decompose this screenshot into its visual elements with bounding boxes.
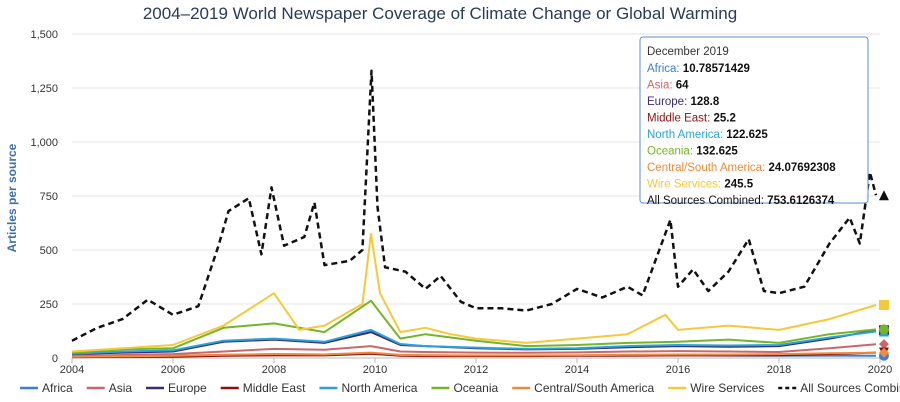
y-tick-label: 1,250: [30, 83, 58, 95]
tooltip-row-name: Wire Services:: [647, 179, 724, 191]
legend-label: Oceania: [453, 381, 498, 395]
tooltip-row-name: Middle East:: [647, 113, 713, 125]
x-tick-label: 2008: [262, 364, 286, 376]
legend-label: Middle East: [243, 381, 306, 395]
legend: Africa Asia Europe Middle East North America…: [20, 381, 900, 395]
tooltip-row-value: 753.6126374: [767, 195, 835, 207]
x-tick-label: 2020: [868, 364, 892, 376]
legend-item-north-america[interactable]: North America: [319, 381, 418, 395]
series-end-marker: [878, 324, 889, 335]
tooltip-row: Oceania: 132.625: [647, 146, 738, 158]
x-tick-label: 2006: [161, 364, 185, 376]
series-end-marker: [878, 339, 889, 350]
tooltip-row: Europe: 128.8: [647, 96, 720, 108]
y-tick-label: 250: [40, 299, 58, 311]
legend-item-europe[interactable]: Europe: [146, 381, 207, 395]
legend-label: North America: [341, 381, 417, 395]
tooltip-row: All Sources Combined: 753.6126374: [647, 195, 835, 207]
y-tick-label: 750: [40, 191, 58, 203]
y-tick-label: 500: [40, 245, 58, 257]
x-tick-label: 2012: [464, 364, 488, 376]
tooltip-row-value: 24.07692308: [768, 162, 836, 174]
tooltip-row-value: 64: [676, 80, 689, 92]
series-line-oceania: [71, 299, 877, 354]
tooltip-row: Central/South America: 24.07692308: [647, 162, 836, 174]
tooltip-row-name: Oceania:: [647, 146, 696, 158]
series-end-markers: [878, 190, 889, 361]
tooltip-row-value: 128.8: [690, 96, 719, 108]
y-tick-label: 0: [52, 353, 58, 365]
legend-label: Asia: [109, 381, 133, 395]
tooltip-row: Asia: 64: [647, 80, 689, 92]
tooltip-row-value: 10.78571429: [683, 63, 750, 75]
series-lines: [71, 69, 878, 359]
chart-title: 2004–2019 World Newspaper Coverage of Cl…: [143, 4, 737, 23]
legend-item-all-sources-combined[interactable]: All Sources Combined: [778, 381, 900, 395]
tooltip-row-name: Europe:: [647, 96, 690, 108]
legend-label: Central/South America: [534, 381, 654, 395]
y-axis-label: Articles per source: [5, 143, 19, 252]
series-end-marker: [878, 190, 889, 201]
x-tick-label: 2004: [60, 364, 84, 376]
series-line-wire-services: [71, 232, 877, 353]
legend-item-middle-east[interactable]: Middle East: [220, 381, 306, 395]
hover-tooltip: December 2019 Africa: 10.78571429 Asia: 64…: [639, 36, 869, 207]
y-tick-label: 1,500: [30, 29, 58, 41]
legend-item-central-south-america[interactable]: Central/South America: [512, 381, 655, 395]
tooltip-row-name: Central/South America:: [647, 162, 768, 174]
series-end-marker: [878, 299, 889, 310]
tooltip-row-value: 25.2: [713, 113, 735, 125]
tooltip-title: December 2019: [647, 46, 729, 58]
tooltip-row-name: All Sources Combined:: [647, 195, 767, 207]
tooltip-row-name: North America:: [647, 129, 726, 141]
tooltip-row: Africa: 10.78571429: [647, 63, 750, 75]
tooltip-row: North America: 122.625: [647, 129, 768, 141]
x-tick-label: 2010: [363, 364, 387, 376]
x-tick-label: 2016: [666, 364, 690, 376]
legend-label: Europe: [168, 381, 207, 395]
legend-item-africa[interactable]: Africa: [20, 381, 73, 395]
series-line-asia: [71, 343, 877, 357]
legend-label: Wire Services: [690, 381, 764, 395]
x-tick-label: 2014: [565, 364, 589, 376]
legend-item-oceania[interactable]: Oceania: [431, 381, 498, 395]
tooltip-box: [639, 36, 869, 204]
series-line-north-america: [71, 328, 877, 355]
tooltip-row: Middle East: 25.2: [647, 113, 736, 125]
x-axis: 2004 2006 2008 2010 2012 2014 2016 2018 2020: [60, 358, 892, 376]
tooltip-row-value: 132.625: [696, 146, 738, 158]
series-line-all-sources-combined: [71, 69, 878, 342]
tooltip-row-name: Asia:: [647, 80, 676, 92]
series-line-central-south-america: [71, 351, 877, 358]
tooltip-row-value: 122.625: [726, 129, 768, 141]
x-tick-label: 2018: [767, 364, 791, 376]
legend-label: All Sources Combined: [800, 381, 900, 395]
series-end-marker: [878, 347, 889, 358]
gridlines: [72, 33, 880, 359]
y-tick-label: 1,000: [30, 137, 58, 149]
tooltip-row-name: Africa:: [647, 63, 683, 75]
legend-item-wire-services[interactable]: Wire Services: [668, 381, 764, 395]
legend-item-asia[interactable]: Asia: [86, 381, 133, 395]
y-axis: 0 250 500 750 1,000 1,250 1,500: [30, 29, 58, 365]
tooltip-row-value: 245.5: [724, 179, 753, 191]
legend-label: Africa: [42, 381, 73, 395]
tooltip-row: Wire Services: 245.5: [647, 179, 754, 191]
